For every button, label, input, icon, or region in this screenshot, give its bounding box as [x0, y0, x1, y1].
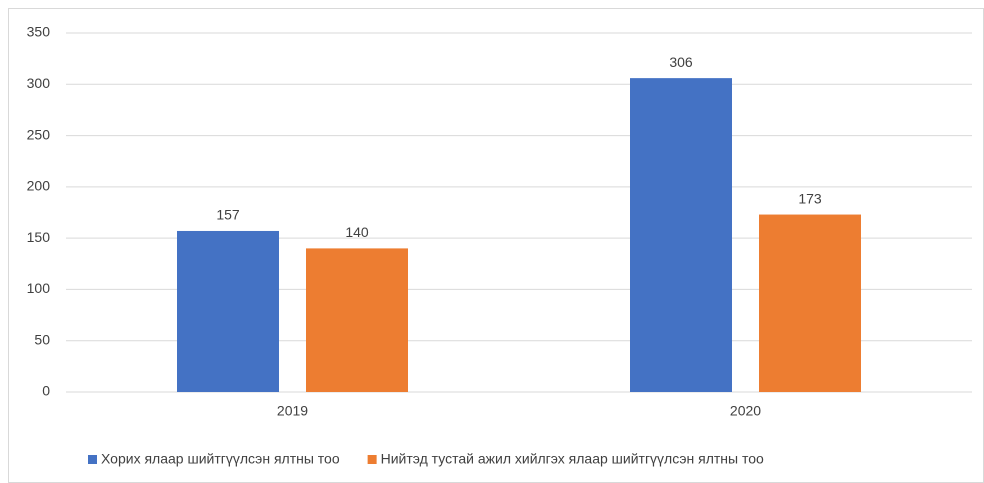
- y-tick-label: 150: [27, 229, 51, 245]
- legend-swatch: [367, 455, 377, 464]
- y-tick-label: 100: [27, 280, 51, 296]
- bar: [306, 248, 408, 392]
- bar: [759, 214, 861, 392]
- data-label: 140: [345, 224, 369, 240]
- legend-swatch: [88, 455, 97, 464]
- y-tick-label: 50: [34, 331, 50, 347]
- legend-label: Хорих ялаар шийтгүүлсэн ялтны тоо: [101, 451, 340, 467]
- bar: [177, 230, 279, 392]
- data-label: 306: [669, 54, 693, 70]
- y-tick-label: 200: [27, 178, 51, 194]
- y-tick-label: 350: [27, 24, 51, 40]
- legend-label: Нийтэд тустай ажил хийлгэх ялаар шийтгүү…: [381, 451, 764, 467]
- data-label: 157: [216, 207, 240, 223]
- data-label: 173: [798, 190, 822, 206]
- y-tick-label: 0: [42, 383, 50, 399]
- x-tick-label: 2019: [277, 403, 308, 419]
- y-tick-label: 250: [27, 126, 51, 142]
- bar: [630, 78, 732, 392]
- y-tick-label: 300: [27, 75, 51, 91]
- x-tick-label: 2020: [730, 403, 761, 419]
